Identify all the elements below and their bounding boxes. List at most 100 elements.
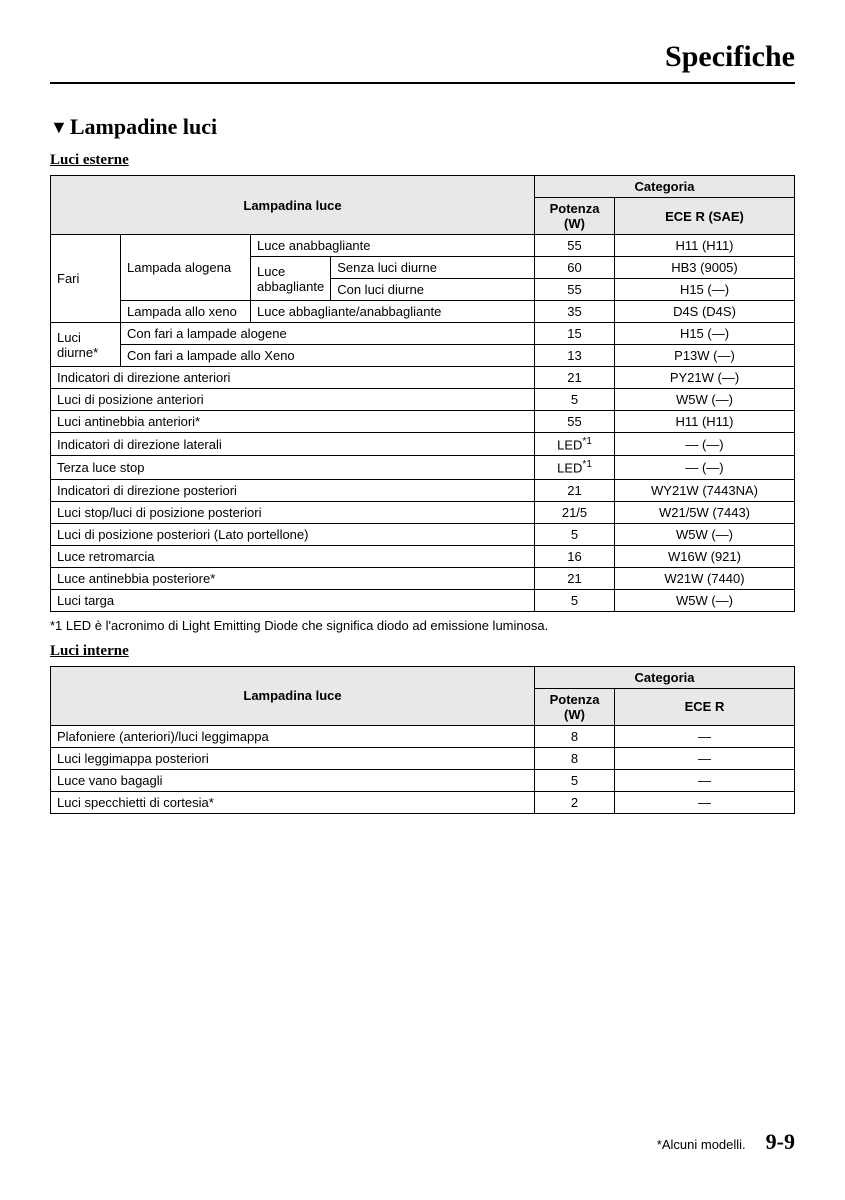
cell: Luce vano bagagli <box>51 769 535 791</box>
table-row: Luci leggimappa posteriori 8 ― <box>51 747 795 769</box>
cell-text: LED <box>557 437 582 452</box>
col-potenza: Potenza (W) <box>535 688 615 725</box>
col-lampadina: Lampadina luce <box>51 666 535 725</box>
table-row: Luce retromarcia 16 W16W (921) <box>51 545 795 567</box>
table-row: Lampada allo xeno Luce abbagliante/anabb… <box>51 301 795 323</box>
cell: ― <box>615 725 795 747</box>
table-row: Luce vano bagagli 5 ― <box>51 769 795 791</box>
exterior-heading: Luci esterne <box>50 152 795 169</box>
col-ece: ECE R <box>615 688 795 725</box>
chapter-title: Specifiche <box>50 40 795 74</box>
footer-note: *Alcuni modelli. <box>657 1137 746 1152</box>
cell: 55 <box>535 235 615 257</box>
cell: Indicatori di direzione anteriori <box>51 367 535 389</box>
cell: Luci leggimappa posteriori <box>51 747 535 769</box>
cell: LED*1 <box>535 456 615 479</box>
cell-text: LED <box>557 461 582 476</box>
cell: 15 <box>535 323 615 345</box>
cell: ― (―) <box>615 456 795 479</box>
cell: Con fari a lampade allo Xeno <box>121 345 535 367</box>
col-ece: ECE R (SAE) <box>615 198 795 235</box>
cell: ― <box>615 747 795 769</box>
table-row: Indicatori di direzione anteriori 21 PY2… <box>51 367 795 389</box>
section-heading-text: Lampadine luci <box>70 114 217 140</box>
cell: H11 (H11) <box>615 411 795 433</box>
cell: 21 <box>535 479 615 501</box>
cell: 35 <box>535 301 615 323</box>
cell: 55 <box>535 411 615 433</box>
col-categoria: Categoria <box>535 176 795 198</box>
cell: W21W (7440) <box>615 567 795 589</box>
sup: *1 <box>582 459 591 470</box>
cell: 5 <box>535 589 615 611</box>
cell: Indicatori di direzione posteriori <box>51 479 535 501</box>
cell: Luci di posizione posteriori (Lato porte… <box>51 523 535 545</box>
cell: 21/5 <box>535 501 615 523</box>
cell: W16W (921) <box>615 545 795 567</box>
table-row: Indicatori di direzione posteriori 21 WY… <box>51 479 795 501</box>
cell: WY21W (7443NA) <box>615 479 795 501</box>
cell: 21 <box>535 367 615 389</box>
cell: 13 <box>535 345 615 367</box>
cell: Luci antinebbia anteriori* <box>51 411 535 433</box>
cell: Con fari a lampade alogene <box>121 323 535 345</box>
cell: 21 <box>535 567 615 589</box>
cell: ― <box>615 769 795 791</box>
cell: PY21W (―) <box>615 367 795 389</box>
page-number: 9-9 <box>766 1129 795 1155</box>
cell-fari: Fari <box>51 235 121 323</box>
cell: Indicatori di direzione laterali <box>51 433 535 456</box>
table-row: Luci di posizione posteriori (Lato porte… <box>51 523 795 545</box>
table-row: Fari Lampada alogena Luce anabbagliante … <box>51 235 795 257</box>
cell: 2 <box>535 791 615 813</box>
cell: LED*1 <box>535 433 615 456</box>
cell: Luce abbagliante/anabbagliante <box>251 301 535 323</box>
cell: 5 <box>535 389 615 411</box>
cell: Luce anabbagliante <box>251 235 535 257</box>
cell: 8 <box>535 747 615 769</box>
triangle-icon: ▼ <box>50 117 68 138</box>
cell: HB3 (9005) <box>615 257 795 279</box>
cell: Senza luci diurne <box>331 257 535 279</box>
table-row: Luci specchietti di cortesia* 2 ― <box>51 791 795 813</box>
cell: Terza luce stop <box>51 456 535 479</box>
table-row: Terza luce stop LED*1 ― (―) <box>51 456 795 479</box>
table-row: Lampadina luce Categoria <box>51 176 795 198</box>
table-row: Luci di posizione anteriori 5 W5W (―) <box>51 389 795 411</box>
cell: 5 <box>535 523 615 545</box>
cell: Con luci diurne <box>331 279 535 301</box>
cell: P13W (―) <box>615 345 795 367</box>
cell: Lampada alogena <box>121 235 251 301</box>
exterior-footnote: *1 LED è l'acronimo di Light Emitting Di… <box>50 618 795 633</box>
sup: *1 <box>582 436 591 447</box>
cell: Luce antinebbia posteriore* <box>51 567 535 589</box>
cell: ― (―) <box>615 433 795 456</box>
table-row: Luci stop/luci di posizione posteriori 2… <box>51 501 795 523</box>
cell: Luci diurne* <box>51 323 121 367</box>
cell: D4S (D4S) <box>615 301 795 323</box>
table-row: Lampadina luce Categoria <box>51 666 795 688</box>
cell: 60 <box>535 257 615 279</box>
cell: Luci stop/luci di posizione posteriori <box>51 501 535 523</box>
cell: Luci specchietti di cortesia* <box>51 791 535 813</box>
cell: 16 <box>535 545 615 567</box>
cell: 5 <box>535 769 615 791</box>
cell: W5W (―) <box>615 389 795 411</box>
table-row: Con fari a lampade allo Xeno 13 P13W (―) <box>51 345 795 367</box>
section-heading: ▼Lampadine luci <box>50 114 795 140</box>
interior-table: Lampadina luce Categoria Potenza (W) ECE… <box>50 666 795 814</box>
cell: 8 <box>535 725 615 747</box>
cell: H15 (―) <box>615 323 795 345</box>
cell: Luce abbagliante <box>251 257 331 301</box>
cell: Luci targa <box>51 589 535 611</box>
table-row: Plafoniere (anteriori)/luci leggimappa 8… <box>51 725 795 747</box>
cell: H11 (H11) <box>615 235 795 257</box>
exterior-table: Lampadina luce Categoria Potenza (W) ECE… <box>50 175 795 612</box>
cell: Luci di posizione anteriori <box>51 389 535 411</box>
cell: ― <box>615 791 795 813</box>
table-row: Indicatori di direzione laterali LED*1 ―… <box>51 433 795 456</box>
col-potenza: Potenza (W) <box>535 198 615 235</box>
cell: W5W (―) <box>615 589 795 611</box>
cell: Plafoniere (anteriori)/luci leggimappa <box>51 725 535 747</box>
table-row: Luce antinebbia posteriore* 21 W21W (744… <box>51 567 795 589</box>
